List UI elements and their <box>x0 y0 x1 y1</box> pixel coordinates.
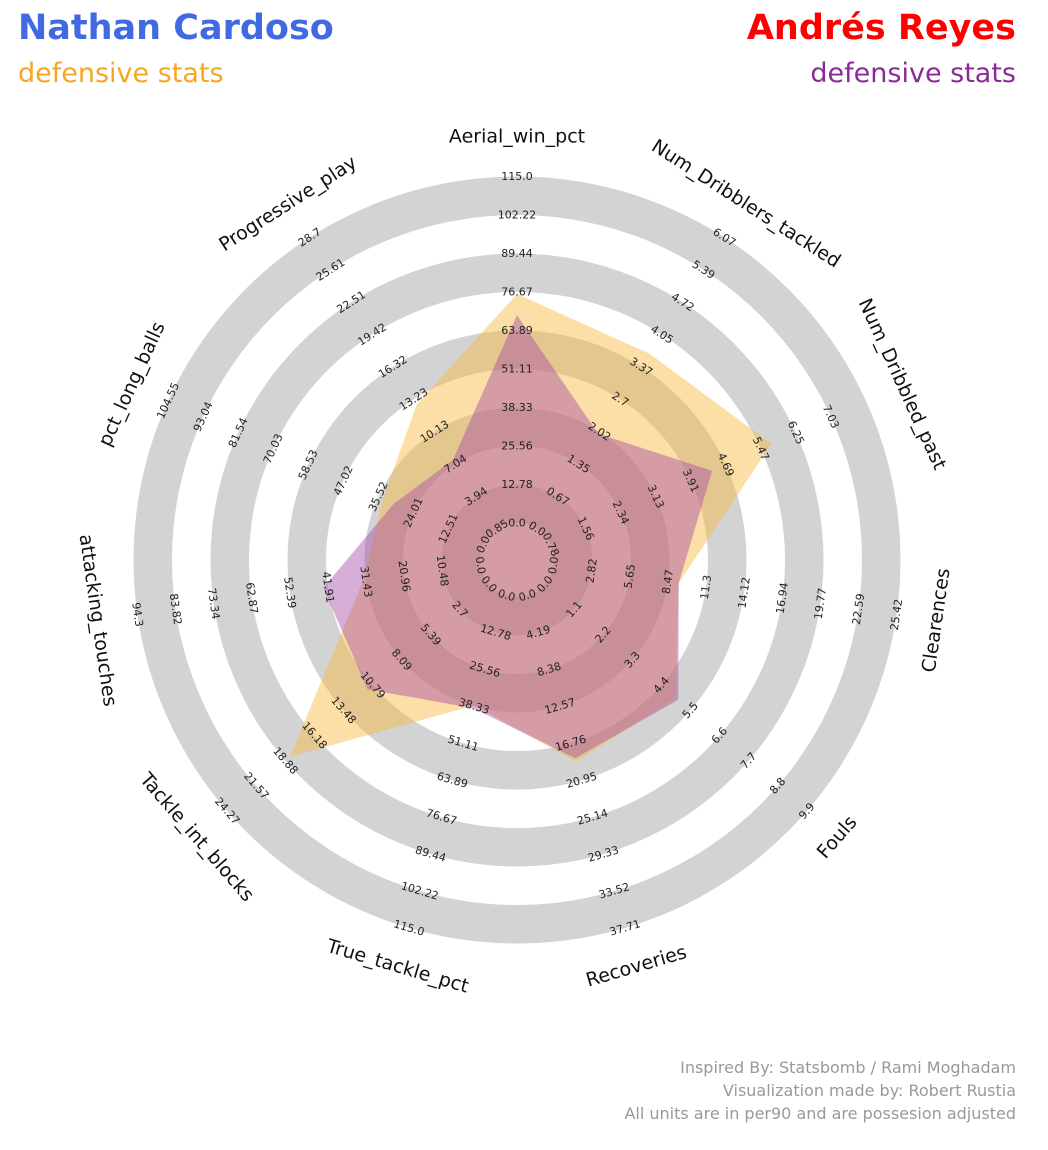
tick-label: 0.0 <box>496 587 516 604</box>
tick-label: 0.0 <box>517 587 537 604</box>
tick-label: 115.0 <box>501 170 533 183</box>
tick-label: 22.59 <box>850 593 867 626</box>
tick-label: 10.48 <box>434 554 451 587</box>
tick-label: 63.89 <box>501 324 533 337</box>
tick-label: 52.39 <box>281 576 298 609</box>
player1-subtitle: defensive stats <box>18 58 224 89</box>
tick-label: 76.67 <box>501 286 533 299</box>
credits-line-inspired: Inspired By: Statsbomb / Rami Moghadam <box>680 1058 1016 1077</box>
grid-ring-band <box>441 484 593 636</box>
tick-label: 62.87 <box>243 582 260 615</box>
tick-label: 89.44 <box>501 247 533 260</box>
tick-label: 16.94 <box>774 582 791 615</box>
category-label: Aerial_win_pct <box>449 126 585 148</box>
category-label: Clearences <box>918 567 955 674</box>
tick-label: 0.0 <box>546 556 561 575</box>
tick-label: 8.47 <box>660 569 676 595</box>
tick-label: 11.3 <box>698 574 714 600</box>
tick-label: 94.3 <box>129 602 145 628</box>
tick-label: 31.43 <box>357 565 374 598</box>
player2-name: Andrés Reyes <box>746 8 1016 48</box>
series-area-player2 <box>323 315 713 759</box>
player2-subtitle: defensive stats <box>810 58 1016 89</box>
tick-label: 38.33 <box>501 401 533 414</box>
tick-label: 83.82 <box>167 593 184 626</box>
tick-label: 25.42 <box>888 598 905 631</box>
tick-label: 51.11 <box>501 363 533 376</box>
tick-label: 14.12 <box>736 576 753 609</box>
tick-label: 2.82 <box>584 558 600 584</box>
tick-label: 12.78 <box>501 478 533 491</box>
player1-name: Nathan Cardoso <box>18 8 334 48</box>
credits-line-units: All units are in per90 and are possesion… <box>624 1104 1016 1123</box>
tick-label: 73.34 <box>205 587 222 620</box>
tick-label: 20.96 <box>396 560 413 593</box>
tick-label: 0.0 <box>508 517 526 530</box>
category-label: attacking_touches <box>75 533 122 708</box>
tick-label: 25.56 <box>501 440 533 453</box>
category-label: True_tackle_pct <box>323 935 471 998</box>
credits-line-author: Visualization made by: Robert Rustia <box>722 1081 1016 1100</box>
tick-label: 102.22 <box>498 209 537 222</box>
tick-label: 41.91 <box>319 571 336 604</box>
credits: Inspired By: Statsbomb / Rami Moghadam V… <box>624 1056 1016 1125</box>
series-area-player1 <box>289 294 772 762</box>
tick-label: 0.0 <box>473 556 488 575</box>
category-label: Fouls <box>813 812 862 864</box>
category-label: Recoveries <box>583 941 689 991</box>
tick-label: 19.77 <box>812 587 829 620</box>
tick-label: 5.65 <box>622 563 638 589</box>
